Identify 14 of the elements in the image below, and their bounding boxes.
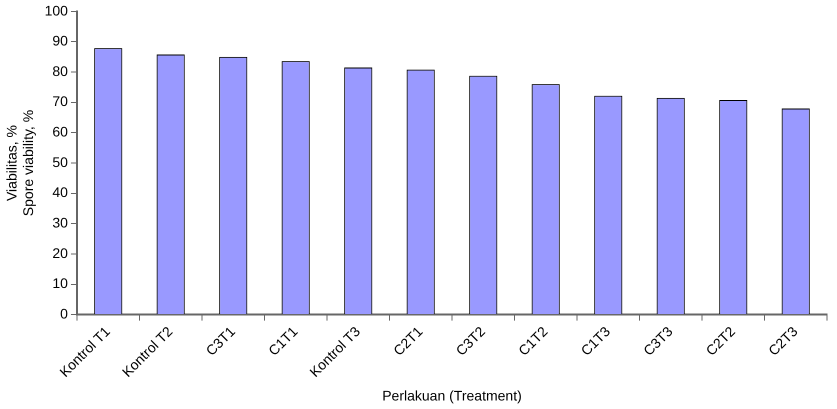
y-tick-label: 10 <box>52 275 68 292</box>
y-tick-label: 40 <box>52 184 68 200</box>
text: Spore viability, % <box>20 110 36 216</box>
y-tick-label: 90 <box>52 32 68 49</box>
y-tick-label: 20 <box>52 244 68 261</box>
y-tick-label: 50 <box>52 154 68 170</box>
y-tick-label: 100 <box>44 2 68 18</box>
y-tick-label: 60 <box>52 124 68 140</box>
x-axis-title: Perlakuan (Treatment) <box>382 387 522 404</box>
text: Viabilitas, % <box>3 125 20 202</box>
y-tick-label: 30 <box>52 214 68 231</box>
y-tick-label: 80 <box>52 62 68 79</box>
y-tick-label: 70 <box>52 93 68 110</box>
y-tick-label: 0 <box>60 306 68 322</box>
